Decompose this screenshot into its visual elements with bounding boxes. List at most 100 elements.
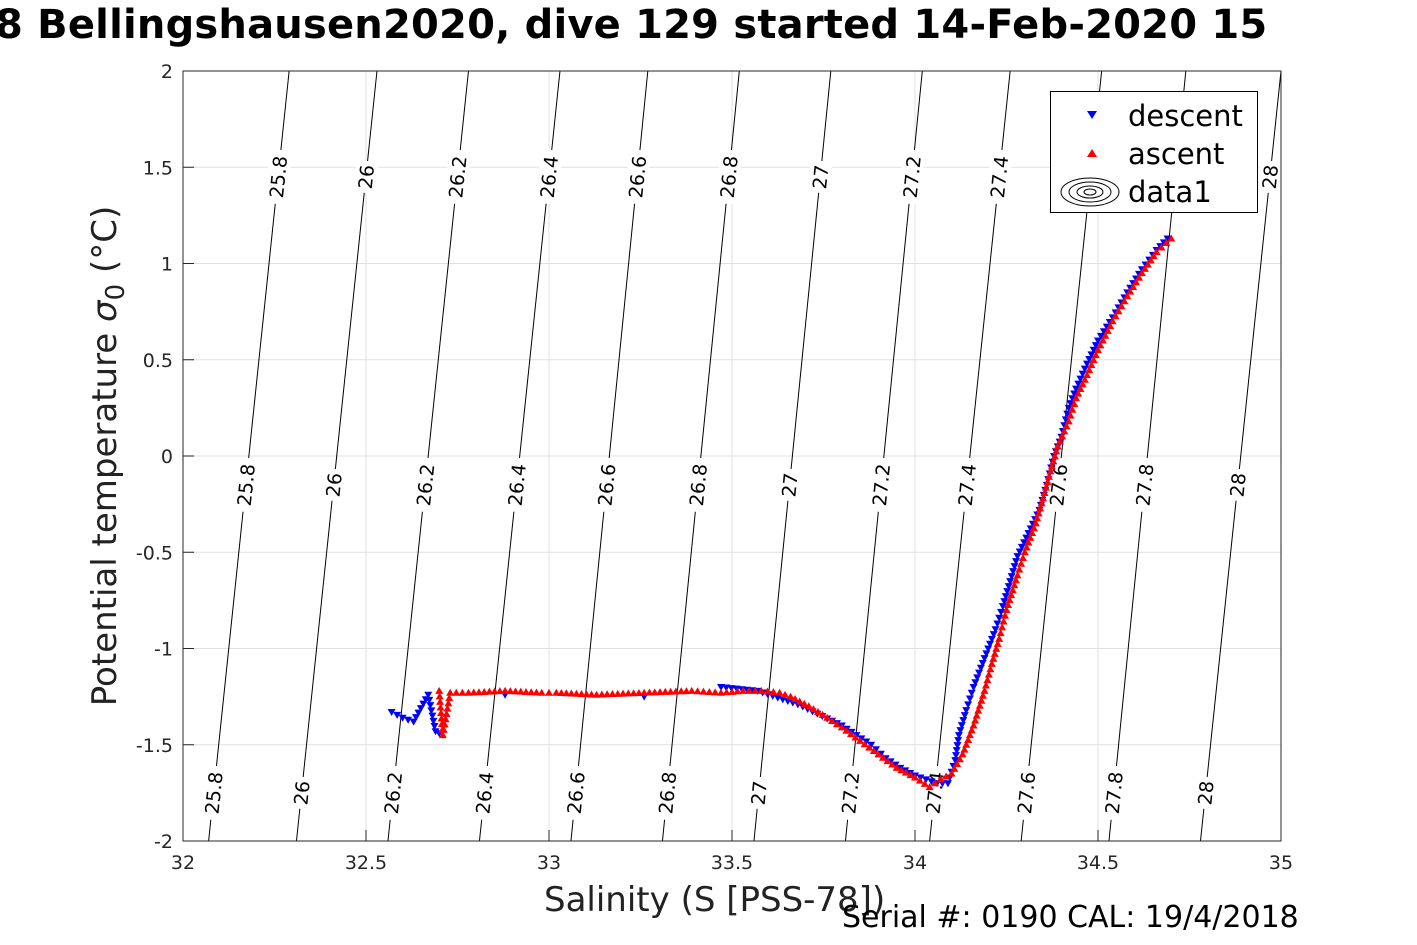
ascent-point [634,688,643,696]
ascent-point [1123,292,1132,300]
ascent-point [640,688,649,696]
ascent-point [925,783,934,791]
ascent-point [738,686,747,694]
ascent-point [1149,252,1158,260]
contour-label: 26.8 [686,463,712,507]
ascent-point [1070,400,1079,408]
ascent-point [942,772,951,780]
ascent-point [1026,533,1035,541]
ascent-point [722,688,731,696]
ascent-point [1050,452,1059,460]
ascent-point [809,705,818,713]
ascent-point [728,687,736,695]
descent-point [954,732,963,740]
ascent-point [960,745,969,753]
ascent-point [733,687,742,695]
ascent-point [464,688,473,696]
ascent-point [1005,596,1014,604]
ascent-point [441,715,450,723]
contour-label-bg [562,764,590,821]
descent-point [419,700,428,708]
ascent-point [452,688,461,696]
ascent-point [440,720,449,728]
ascent-point [860,740,869,748]
ascent-point [769,688,778,696]
ascent-point [537,688,546,696]
density-contour-line [295,71,378,841]
descent-point [1010,563,1019,571]
ascent-point [931,779,940,787]
ascent-point [757,686,766,694]
ascent-point [987,659,996,667]
descent-point [409,718,418,726]
ascent-point [567,689,576,697]
ascent-point [1080,375,1089,383]
ascent-point [763,687,772,695]
ascent-point [1036,504,1045,512]
x-tick-label: 34.5 [1077,852,1119,874]
ascent-point [1111,312,1120,320]
ascent-point [911,773,919,781]
ascent-point [485,687,494,695]
contour-label-bg [264,148,292,205]
ascent-point [1167,234,1176,242]
ascent-point [1039,494,1048,502]
contour-label-bg [1225,467,1251,502]
ascent-point [1137,269,1146,277]
contour-label: 26.8 [717,155,743,199]
ascent-point [842,726,851,734]
descent-point [393,711,402,719]
ascent-point [1091,351,1100,359]
ascent-point [1044,472,1053,480]
ascent-point [950,764,959,772]
contour-label-bg [1192,775,1219,810]
y-tick-label: 0.5 [143,350,173,372]
ascent-point [527,688,536,696]
descent-point [427,707,436,715]
ascent-point [717,688,726,696]
ascent-point [998,623,1007,631]
ascent-point [874,750,883,758]
contour-label: 26.4 [537,155,563,199]
descent-point [1078,370,1087,378]
ascent-point [603,690,612,698]
ascent-point [650,688,659,696]
ascent-point [656,688,665,696]
sigma-symbol: σ [85,300,126,322]
ascent-point [892,763,901,771]
ascent-point [1094,346,1102,354]
ascent-point [1129,282,1138,290]
descent-point [398,714,407,722]
descent-point [964,701,973,709]
ascent-point [1002,606,1011,613]
contour-label: 26.4 [505,463,531,507]
descent-point [956,727,965,735]
contour-label: 27.6 [1014,771,1040,815]
contour-label: 26.6 [594,463,620,507]
ascent-point [545,688,553,696]
ascent-point [989,654,998,662]
legend-item-descent: descent [1051,97,1257,133]
descent-point [1094,337,1102,345]
ascent-point [996,629,1005,637]
ascent-point [687,686,696,694]
ascent-point [1033,514,1042,522]
contour-label-bg [411,456,439,513]
contour-label: 26.6 [625,155,651,199]
ascent-point [1007,591,1016,599]
ascent-point [437,708,446,716]
ascent-point [442,709,451,717]
ascent-point [445,694,454,702]
ascent-point [436,697,445,705]
contour-label: 28 [1194,780,1218,806]
ascent-point [557,689,566,697]
ascent-point [1162,238,1171,246]
ascent-point [993,639,1002,647]
contour-label-bg [379,764,407,821]
descent-point [1006,578,1015,586]
ascent-point [1052,447,1061,455]
ascent-point [915,776,924,784]
descent-point [412,714,421,722]
ascent-point [1096,341,1105,349]
contour-label: 27.2 [869,463,895,507]
